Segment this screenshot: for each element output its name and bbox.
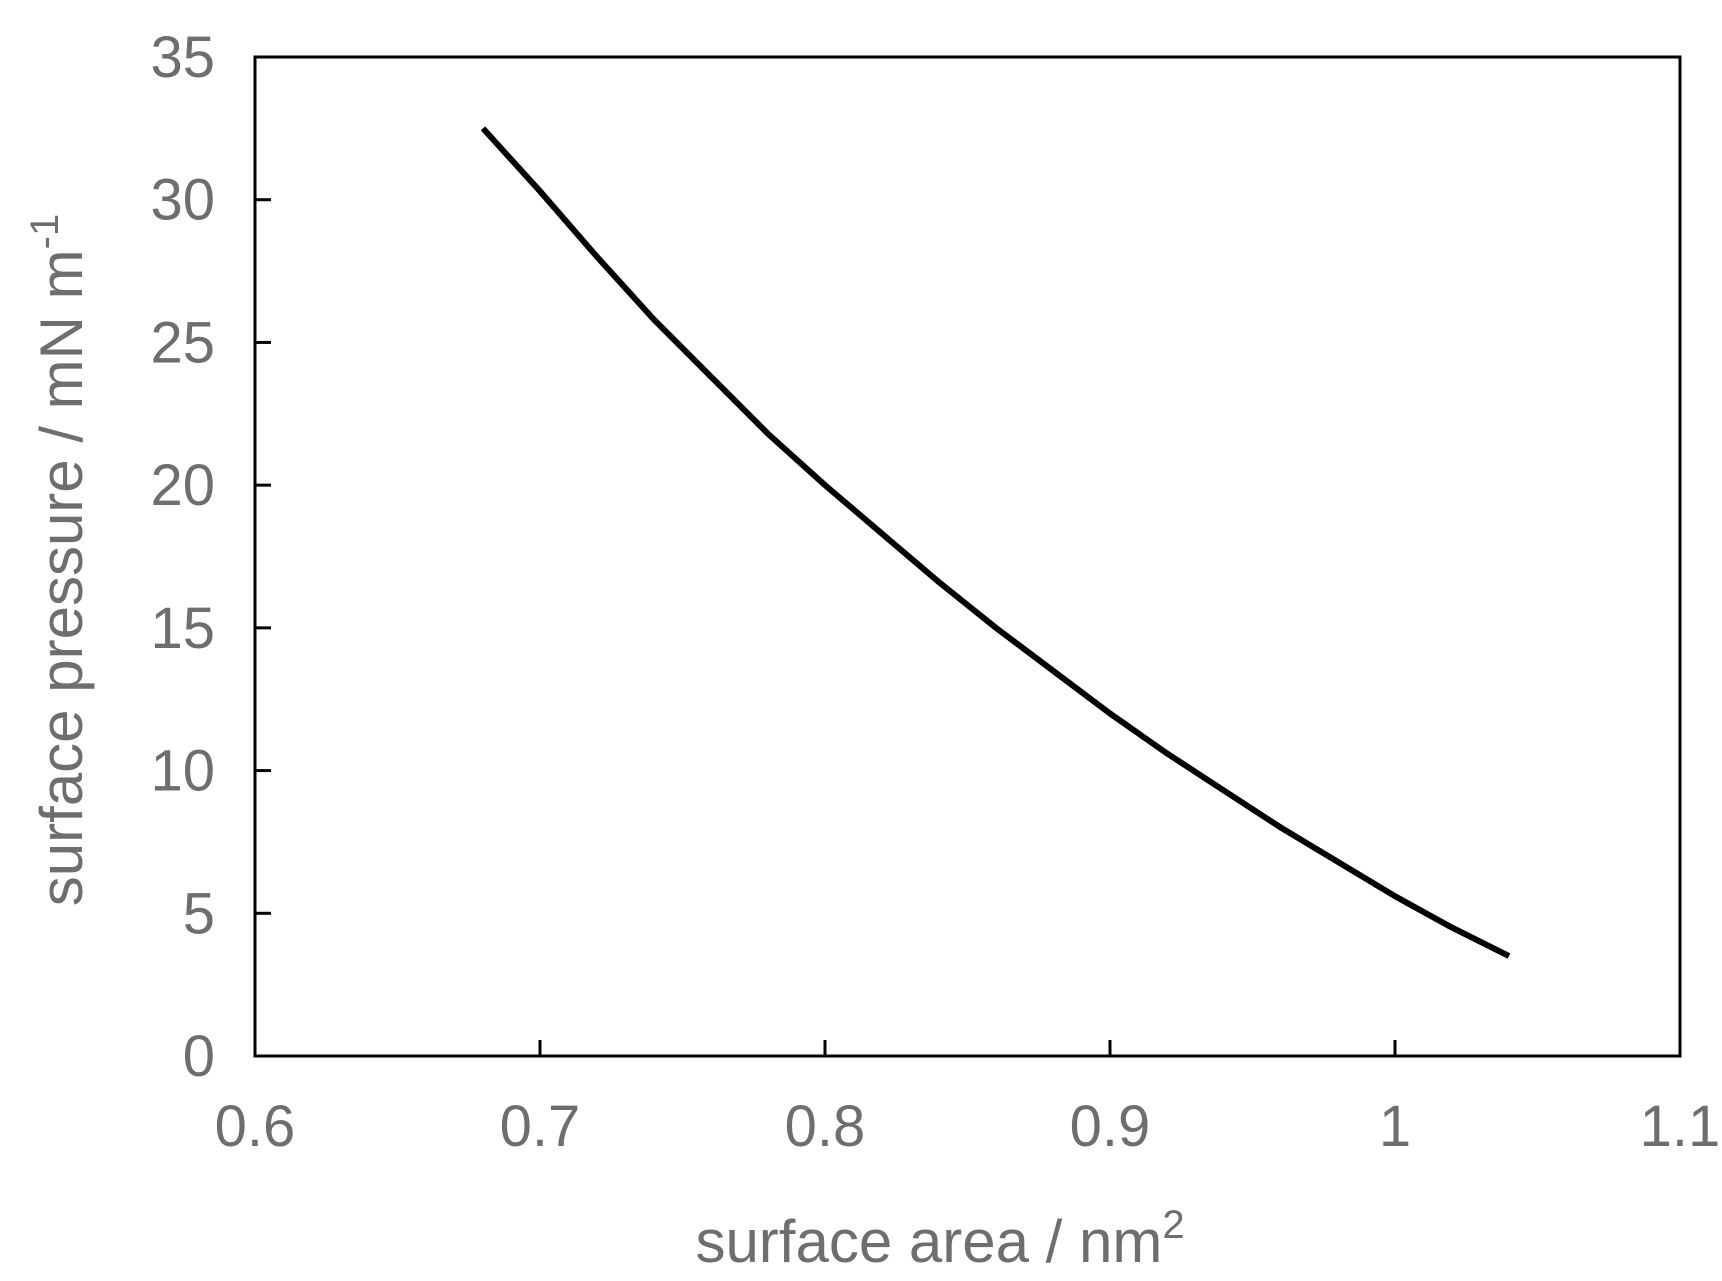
y-tick-label: 10 — [150, 739, 215, 804]
x-axis: 0.6 0.7 0.8 0.9 1 1.1 — [215, 1040, 1721, 1159]
y-axis-title: surface pressure / mN m-1 — [23, 214, 95, 906]
y-axis-title-text: surface pressure / mN m — [28, 249, 95, 906]
y-tick-label: 35 — [150, 25, 215, 90]
x-tick-label: 0.6 — [215, 1094, 296, 1159]
y-tick-label: 15 — [150, 596, 215, 661]
x-tick-label: 0.7 — [500, 1094, 581, 1159]
y-tick-label: 30 — [150, 168, 215, 233]
y-axis: 0 5 10 15 20 25 30 35 — [150, 25, 271, 1089]
x-axis-title-superscript: 2 — [1162, 1203, 1184, 1247]
plot-area — [253, 55, 1682, 1058]
x-axis-title: surface area / nm2 — [695, 1203, 1184, 1275]
plot-frame — [253, 55, 1682, 1058]
x-tick-label: 0.9 — [1070, 1094, 1151, 1159]
x-tick-label: 0.8 — [785, 1094, 866, 1159]
x-tick-label: 1.1 — [1640, 1094, 1721, 1159]
x-tick-label: 1 — [1379, 1094, 1411, 1159]
y-tick-label: 25 — [150, 310, 215, 375]
y-tick-label: 5 — [183, 881, 215, 946]
y-tick-label: 20 — [150, 453, 215, 518]
y-tick-label: 0 — [183, 1024, 215, 1089]
y-axis-title-superscript: -1 — [23, 214, 67, 250]
series-line — [480, 126, 1511, 959]
x-axis-title-text: surface area / nm — [695, 1208, 1162, 1275]
